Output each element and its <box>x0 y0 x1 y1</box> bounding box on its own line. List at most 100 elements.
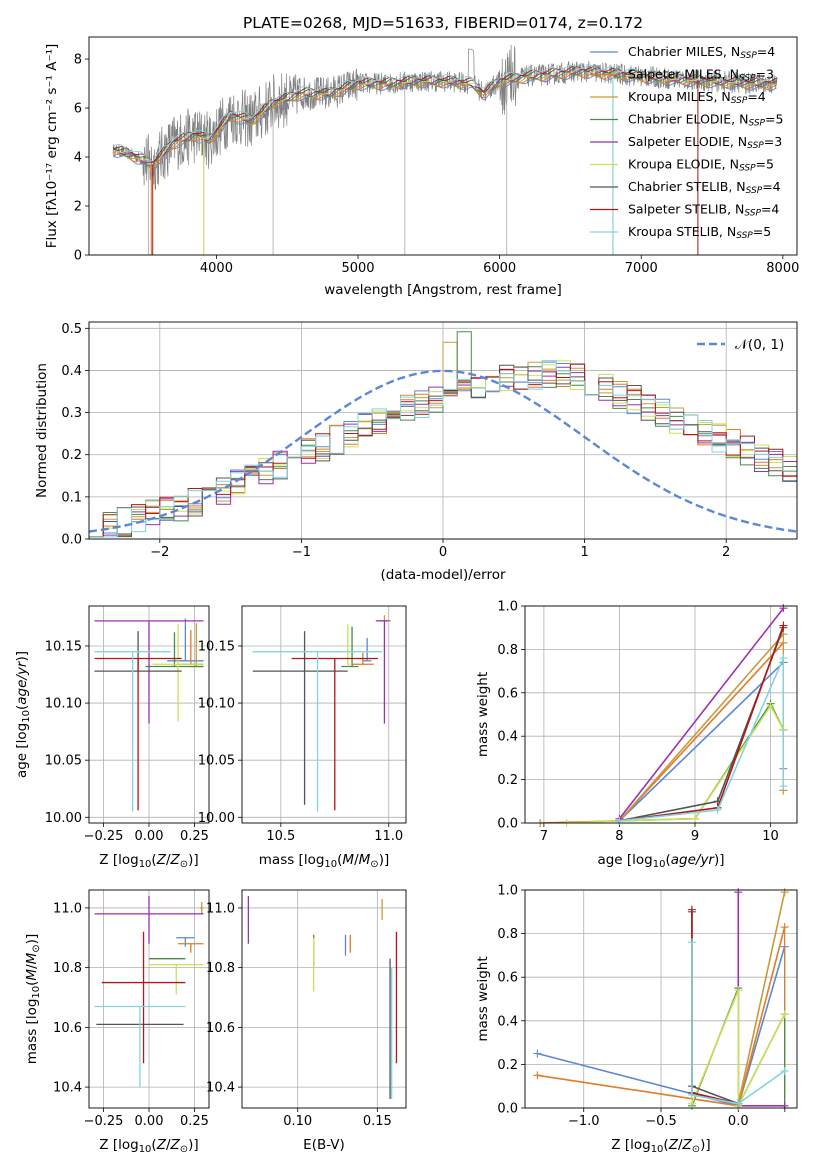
x-axis-label: Z [log10(Z/Z⊙)] <box>99 1137 198 1155</box>
plus-marker <box>780 1010 789 1019</box>
y-tick-label: 10.15 <box>45 639 82 654</box>
y-tick-label: 0.2 <box>497 1058 518 1073</box>
x-tick-label: 0.15 <box>363 1114 392 1129</box>
y-tick-label: 10.15 <box>198 639 235 654</box>
plus-marker <box>687 1099 696 1108</box>
y-tick-label: 0 <box>74 249 82 264</box>
mass-weight-line <box>566 704 785 823</box>
chart-title: PLATE=0268, MJD=51633, FIBERID=0174, z=0… <box>243 14 643 32</box>
y-tick-label: 10.6 <box>206 1021 235 1036</box>
y-tick-label: 4 <box>74 151 82 166</box>
x-tick-label: −0.25 <box>84 829 124 844</box>
legend-entry: Kroupa STELIB, NSSP=5 <box>628 224 771 241</box>
x-tick-label: 7 <box>540 829 548 844</box>
y-tick-label: 11.0 <box>53 901 82 916</box>
plus-marker <box>779 604 788 613</box>
x-tick-label: −2 <box>150 545 169 560</box>
axes-frame <box>88 321 798 540</box>
x-tick-label: 1 <box>580 545 588 560</box>
y-tick-label: 0.0 <box>61 533 82 548</box>
mass-weight-line <box>618 661 784 822</box>
x-tick-label: 6000 <box>483 261 516 276</box>
plus-marker <box>734 888 743 897</box>
plus-marker <box>734 1099 743 1108</box>
y-tick-label: 0.0 <box>497 1102 518 1117</box>
y-tick-label: 10.4 <box>206 1081 235 1096</box>
plus-marker <box>713 805 722 814</box>
mass-weight-line <box>618 633 785 822</box>
x-tick-label: 4000 <box>200 261 233 276</box>
x-axis-label: age [log10(age/yr)] <box>597 852 724 870</box>
mass-weight-line <box>618 607 785 820</box>
y-tick-label: 0.8 <box>497 927 518 942</box>
plus-marker <box>533 1071 542 1080</box>
y-tick-label: 10.10 <box>45 697 82 712</box>
x-tick-label: −0.25 <box>84 1114 124 1129</box>
y-tick-label: 0.6 <box>497 971 518 986</box>
y-tick-label: 6 <box>74 102 82 117</box>
panel-1: 4000 5000 6000 7000 8000 0 2 4 6 8 PLATE=0268, MJD… <box>44 14 799 298</box>
plus-marker <box>779 621 788 630</box>
plus-marker <box>779 782 788 791</box>
plus-marker <box>687 938 696 947</box>
x-axis-label: wavelength [Angstrom, rest frame] <box>324 282 562 298</box>
y-tick-label: 1.0 <box>497 884 518 899</box>
mass-weight-line <box>540 642 784 823</box>
y-tick-label: 0.1 <box>61 490 82 505</box>
y-axis-label: Normed distribution <box>34 363 50 498</box>
x-tick-label: 8000 <box>766 261 799 276</box>
plus-marker <box>691 814 699 823</box>
x-tick-label: 2 <box>722 545 730 560</box>
y-tick-label: 0.4 <box>61 364 82 379</box>
panel-7: 0.10 0.15 10.4 10.6 10.8 11.0 E(B-V) <box>206 889 407 1153</box>
y-tick-label: 0.6 <box>497 686 518 701</box>
y-axis-label: Flux [fλ10⁻¹⁷ erg cm⁻² s⁻¹ A⁻¹] <box>44 44 60 249</box>
normal-curve <box>89 369 797 533</box>
x-tick-label: 10 <box>762 829 779 844</box>
y-tick-label: 10.4 <box>53 1081 82 1096</box>
legend-entry: Salpeter MILES, NSSP=3 <box>628 67 774 84</box>
y-axis-label: mass weight <box>475 672 491 757</box>
y-tick-label: 10.6 <box>53 1021 82 1036</box>
plus-marker <box>734 986 743 995</box>
legend-entry: Salpeter ELODIE, NSSP=3 <box>628 134 782 151</box>
mass-weight-line <box>737 892 786 1104</box>
y-tick-label: 10.05 <box>45 754 82 769</box>
x-tick-label: −0.5 <box>645 1114 677 1129</box>
legend-entry: Kroupa ELODIE, NSSP=5 <box>628 157 774 174</box>
panel-5: 7 8 9 10 0.0 0.2 0.4 0.6 0.8 1.0 mass weight age [l… <box>475 600 798 870</box>
x-tick-label: −1 <box>292 545 311 560</box>
plus-marker <box>780 888 789 897</box>
y-tick-label: 0.3 <box>61 406 82 421</box>
legend-entry: Salpeter STELIB, NSSP=4 <box>628 202 779 219</box>
x-tick-label: 0.10 <box>283 1114 312 1129</box>
y-tick-label: 10.10 <box>198 697 235 712</box>
y-tick-label: 10.00 <box>45 811 82 826</box>
model-spectrum-line <box>112 74 777 171</box>
plus-marker <box>615 816 624 825</box>
plus-marker <box>780 1101 789 1110</box>
x-tick-label: 7000 <box>625 261 658 276</box>
x-tick-label: 0.00 <box>135 1114 164 1129</box>
y-tick-label: 0.0 <box>497 817 518 832</box>
y-tick-label: 8 <box>74 53 82 68</box>
y-tick-label: 10.00 <box>198 811 235 826</box>
y-axis-label: mass [log10(M/M⊙)] <box>24 934 42 1064</box>
x-tick-label: 11.0 <box>374 829 403 844</box>
model-spectrum-line <box>112 66 777 163</box>
x-tick-label: 10.5 <box>266 829 295 844</box>
axes-frame <box>88 36 798 256</box>
x-axis-label: Z [log10(Z/Z⊙)] <box>611 1137 710 1155</box>
panel-2: −2 −1 0 1 2 0.0 0.1 0.2 0.3 0.4 0.5 𝒩(0, 1) (data-mo… <box>34 321 798 583</box>
x-axis-label: Z [log10(Z/Z⊙)] <box>99 852 198 870</box>
x-tick-label: −1.0 <box>568 1114 600 1129</box>
x-axis-label: mass [log10(M/M⊙)] <box>259 852 389 870</box>
x-tick-label: 0.0 <box>728 1114 749 1129</box>
axes-frame <box>524 605 798 824</box>
model-spectrum-line <box>113 65 777 163</box>
legend: Chabrier MILES, NSSP=4 Salpeter MILES, NS… <box>590 44 783 241</box>
y-tick-label: 2 <box>74 200 82 215</box>
legend-entry: Chabrier MILES, NSSP=4 <box>628 44 775 61</box>
histogram-step <box>89 360 797 538</box>
y-tick-label: 0.5 <box>61 322 82 337</box>
